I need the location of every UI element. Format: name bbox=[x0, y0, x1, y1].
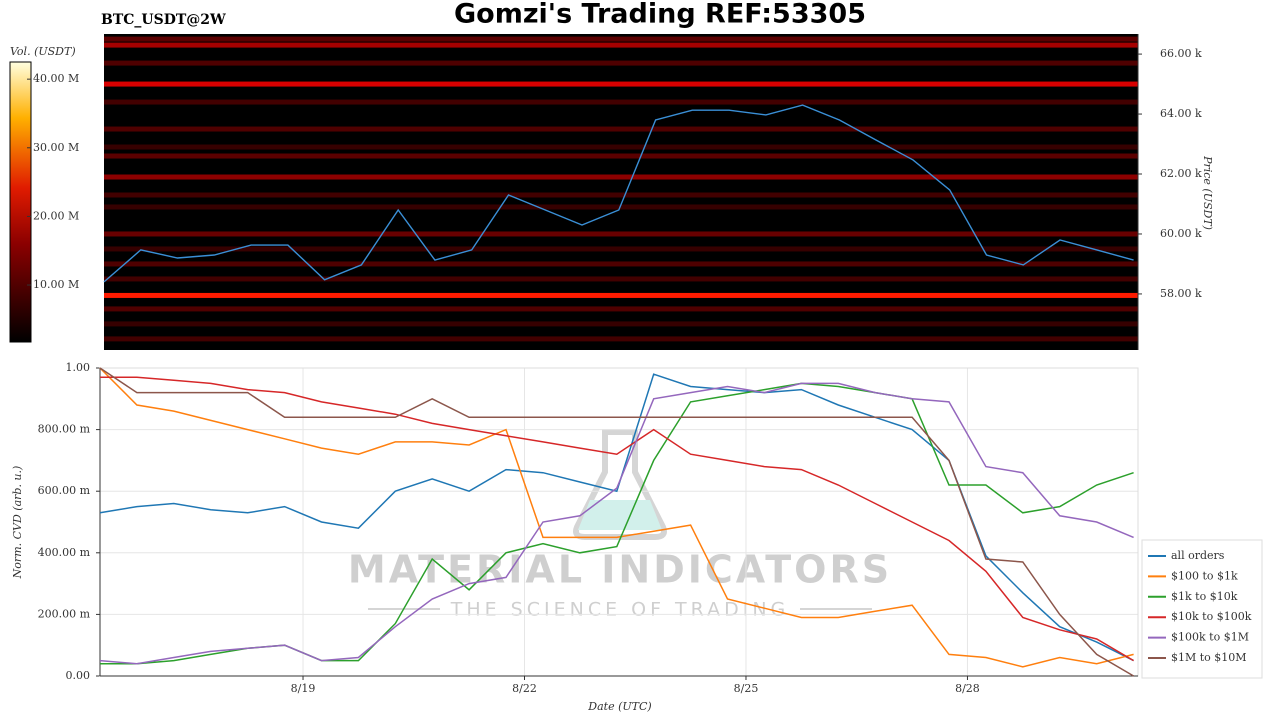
heatmap-band bbox=[104, 60, 1138, 66]
heatmap-band bbox=[104, 81, 1138, 87]
heatmap-band bbox=[104, 306, 1138, 312]
y-tick-label: 66.00 k bbox=[1160, 47, 1202, 60]
y-tick-label: 200.00 m bbox=[38, 607, 91, 620]
price-line bbox=[103, 104, 1134, 283]
x-tick-label: 8/28 bbox=[955, 682, 980, 695]
heatmap-band bbox=[104, 99, 1138, 105]
heatmap-band bbox=[104, 36, 1138, 42]
x-axis-label: Date (UTC) bbox=[587, 700, 651, 713]
colorbar-tick-label: 20.00 M bbox=[33, 209, 79, 222]
chart-title: Gomzi's Trading REF:53305 bbox=[454, 0, 866, 30]
heatmap-band bbox=[104, 42, 1138, 48]
x-tick-label: 8/19 bbox=[291, 682, 316, 695]
cvd-line bbox=[99, 382, 1134, 665]
y-tick-label: 600.00 m bbox=[38, 484, 91, 497]
heatmap-band bbox=[104, 126, 1138, 132]
heatmap-band bbox=[104, 192, 1138, 198]
heatmap-band bbox=[104, 246, 1138, 252]
colorbar-tick-label: 30.00 M bbox=[33, 141, 79, 154]
colorbar-tick-label: 40.00 M bbox=[33, 72, 79, 85]
cvd-line bbox=[99, 367, 1134, 677]
y-axis-label: Price (USDT) bbox=[1201, 155, 1214, 230]
colorbar bbox=[9, 61, 32, 343]
y-axis-label: Norm. CVD (arb. u.) bbox=[11, 466, 24, 580]
y-tick-label: 64.00 k bbox=[1160, 107, 1202, 120]
heatmap-band bbox=[104, 231, 1138, 237]
watermark bbox=[368, 429, 872, 610]
colorbar-label: Vol. (USDT) bbox=[10, 45, 76, 58]
cvd-line bbox=[100, 376, 1134, 662]
colorbar-tick-label: 10.00 M bbox=[33, 278, 79, 291]
heatmap-band bbox=[104, 276, 1138, 282]
x-tick-label: 8/22 bbox=[512, 682, 537, 695]
legend-label: $100k to $1M bbox=[1171, 631, 1249, 644]
legend-label: $10k to $100k bbox=[1171, 610, 1252, 623]
y-tick-label: 800.00 m bbox=[38, 423, 91, 436]
x-tick-label: 8/25 bbox=[734, 682, 759, 695]
y-tick-label: 58.00 k bbox=[1160, 287, 1202, 300]
y-tick-label: 0.00 bbox=[66, 669, 91, 682]
legend-label: all orders bbox=[1171, 549, 1225, 562]
legend-label: $100 to $1k bbox=[1171, 569, 1238, 582]
heatmap-band bbox=[104, 153, 1138, 159]
watermark-title: MATERIAL INDICATORS bbox=[348, 548, 892, 592]
heatmap-band bbox=[104, 336, 1138, 342]
heatmap-band bbox=[104, 321, 1138, 327]
cvd-line bbox=[99, 367, 1134, 668]
watermark-subtitle: THE SCIENCE OF TRADING bbox=[450, 599, 790, 621]
legend-label: $1M to $10M bbox=[1171, 651, 1247, 664]
heatmap-band bbox=[104, 292, 1138, 298]
y-tick-label: 1.00 bbox=[66, 361, 91, 374]
y-tick-label: 62.00 k bbox=[1160, 167, 1202, 180]
heatmap-band bbox=[104, 174, 1138, 180]
y-tick-label: 60.00 k bbox=[1160, 227, 1202, 240]
heatmap-band bbox=[104, 204, 1138, 210]
y-tick-label: 400.00 m bbox=[38, 546, 91, 559]
chart-subtitle: BTC_USDT@2W bbox=[101, 12, 226, 28]
heatmap-band bbox=[104, 261, 1138, 267]
heatmap-band bbox=[104, 144, 1138, 150]
legend-label: $1k to $10k bbox=[1171, 590, 1238, 603]
legend-box bbox=[1141, 539, 1263, 679]
heatmap-bg bbox=[104, 34, 1138, 350]
